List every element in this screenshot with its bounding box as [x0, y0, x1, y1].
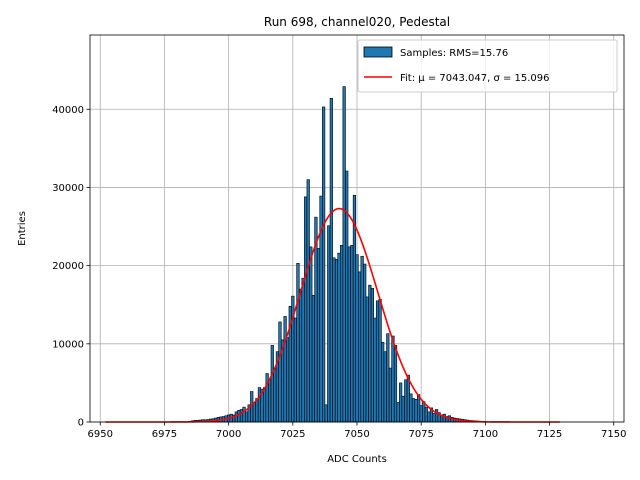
- histogram-bar: [363, 263, 367, 423]
- histogram-bars: [188, 86, 487, 423]
- y-tick-label: 40000: [52, 105, 84, 116]
- histogram-bar: [352, 194, 357, 423]
- histogram-bar: [293, 317, 297, 423]
- histogram-bar: [268, 379, 272, 423]
- histogram-bar: [391, 335, 395, 423]
- legend: Samples: RMS=15.76 Fit: μ = 7043.047, σ …: [357, 39, 618, 93]
- histogram-bar: [419, 405, 423, 423]
- x-tick-label: 7000: [216, 429, 241, 440]
- histogram-bar: [375, 300, 380, 423]
- histogram-bar: [393, 345, 398, 423]
- histogram-bar: [286, 337, 290, 423]
- histogram-bar: [401, 395, 405, 423]
- y-axis-label: Entries: [17, 211, 28, 246]
- histogram-bar: [309, 246, 313, 423]
- histogram-bar: [262, 387, 267, 423]
- histogram-bar: [350, 245, 354, 423]
- histogram-bar: [237, 409, 241, 423]
- y-tick-label: 20000: [52, 261, 84, 272]
- legend-label-samples: Samples: RMS=15.76: [400, 48, 508, 59]
- histogram-bar: [381, 341, 385, 423]
- histogram-bar: [306, 179, 310, 423]
- histogram-bar: [360, 255, 364, 423]
- histogram-bar: [316, 248, 321, 423]
- histogram-bar: [270, 345, 274, 423]
- histogram-bar: [234, 411, 238, 423]
- chart-title: Run 698, channel020, Pedestal: [264, 15, 450, 29]
- histogram-bar: [342, 86, 346, 423]
- legend-label-fit: Fit: μ = 7043.047, σ = 15.096: [400, 73, 550, 84]
- x-tick-label: 6950: [88, 429, 113, 440]
- histogram-bar: [345, 170, 349, 423]
- histogram-bar: [427, 411, 431, 423]
- histogram-bar: [396, 402, 400, 423]
- histogram-bar: [334, 259, 339, 423]
- histogram-bar: [378, 298, 382, 423]
- histogram-bar: [327, 225, 331, 423]
- histogram-bar: [404, 379, 408, 423]
- histogram-bar: [239, 409, 244, 423]
- histogram-bar: [411, 398, 416, 423]
- x-axis-label: ADC Counts: [327, 454, 387, 465]
- histogram-bar: [329, 98, 333, 423]
- histogram-bar: [301, 277, 305, 423]
- y-tick-label: 10000: [52, 339, 84, 350]
- x-tick-label: 7050: [344, 429, 369, 440]
- histogram-bar: [388, 367, 392, 423]
- histogram-bar: [273, 367, 277, 423]
- histogram-bar: [347, 246, 351, 423]
- histogram-bar: [370, 288, 374, 423]
- histogram-bar: [365, 296, 369, 423]
- histogram-bar: [340, 245, 344, 423]
- histogram-bar: [332, 257, 336, 423]
- legend-box: [357, 39, 618, 93]
- axis-ticks: 6950 6975 7000 7025 7050 7075 7100 7125 7150 0 100…: [52, 105, 626, 440]
- histogram-bar: [442, 413, 446, 423]
- histogram-bar: [242, 406, 246, 423]
- histogram-bar: [278, 321, 282, 423]
- y-tick-label: 0: [78, 418, 84, 429]
- histogram-bar: [414, 399, 418, 423]
- legend-swatch-samples: [363, 46, 393, 58]
- histogram-bar: [296, 262, 300, 423]
- histogram-bar: [245, 411, 249, 423]
- x-tick-label: 7125: [537, 429, 562, 440]
- histogram-bar: [422, 401, 426, 423]
- histogram-bar: [337, 252, 341, 423]
- histogram-bar: [417, 394, 421, 423]
- histogram-bar: [355, 254, 359, 423]
- histogram-bar: [255, 398, 259, 423]
- histogram-bar: [283, 316, 287, 423]
- histogram-bar: [424, 406, 428, 423]
- histogram-bar: [357, 271, 362, 423]
- histogram-bar: [324, 404, 328, 423]
- histogram-bar: [368, 284, 372, 423]
- x-tick-label: 7150: [601, 429, 626, 440]
- histogram-bar: [252, 402, 256, 423]
- x-tick-label: 7025: [280, 429, 305, 440]
- histogram-bar: [399, 382, 403, 423]
- histogram-bar: [435, 409, 439, 423]
- histogram-bar: [322, 106, 326, 423]
- histogram-bar: [373, 317, 377, 423]
- y-tick-label: 30000: [52, 183, 84, 194]
- histogram-bar: [311, 295, 315, 423]
- x-tick-label: 6975: [152, 429, 177, 440]
- x-tick-label: 7075: [408, 429, 433, 440]
- histogram-bar: [298, 288, 303, 423]
- histogram-bar: [304, 196, 308, 423]
- histogram-bar: [432, 413, 436, 423]
- histogram-bar: [409, 393, 413, 423]
- histogram-bar: [257, 387, 262, 423]
- x-tick-label: 7100: [473, 429, 498, 440]
- histogram-bar: [386, 333, 390, 423]
- histogram-bar: [383, 351, 387, 423]
